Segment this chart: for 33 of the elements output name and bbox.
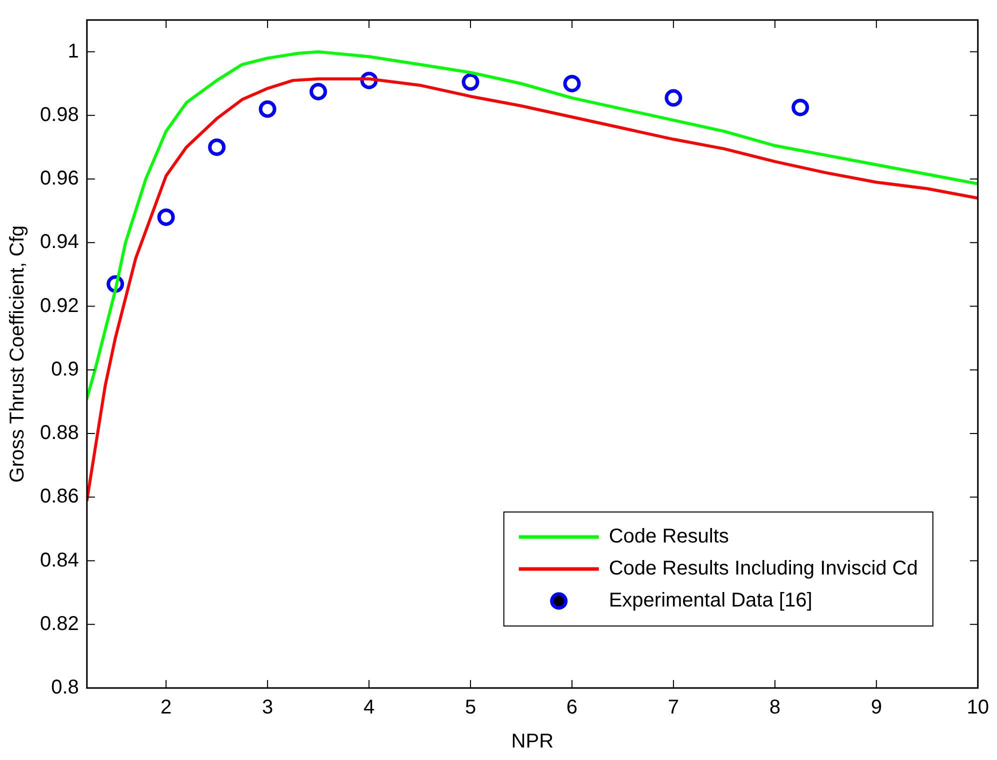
x-axis-title: NPR	[511, 730, 554, 753]
y-tick-label: 0.86	[40, 486, 79, 508]
y-tick-label: 0.98	[40, 104, 79, 126]
y-tick-label: 0.96	[40, 168, 79, 190]
y-tick-label: 1	[68, 40, 79, 62]
point	[664, 89, 682, 107]
y-tick-label: 0.94	[40, 231, 79, 254]
y-tick-label: 0.8	[51, 676, 79, 699]
point	[310, 82, 328, 100]
y-axis-title: Gross Thrust Coefficient, Cfg	[6, 225, 29, 483]
x-tick-label: 8	[769, 696, 780, 719]
x-tick-label: 10	[966, 696, 989, 719]
point	[462, 73, 480, 91]
point	[208, 138, 226, 156]
point	[563, 74, 581, 92]
x-tick-label: 6	[566, 696, 578, 719]
y-tick-label: 0.92	[40, 294, 79, 317]
point	[157, 208, 175, 226]
point	[792, 98, 810, 116]
y-tick-label: 0.82	[40, 612, 79, 635]
x-tick-label: 7	[668, 696, 680, 719]
legend-label: Code Results	[608, 526, 729, 548]
x-tick-label: 4	[363, 696, 375, 719]
x-tick-label: 9	[870, 696, 882, 719]
legend-label: Experimental Data [16]	[608, 590, 812, 612]
y-tick-label: 0.9	[51, 358, 79, 380]
legend-label: Code Results Including Inviscid Cd	[608, 558, 918, 580]
point	[258, 100, 276, 118]
x-tick-label: 3	[262, 696, 274, 719]
y-tick-label: 0.88	[40, 422, 79, 444]
x-tick-label: 2	[160, 696, 172, 719]
y-tick-label: 0.84	[40, 549, 79, 572]
x-tick-label: 5	[464, 696, 476, 719]
